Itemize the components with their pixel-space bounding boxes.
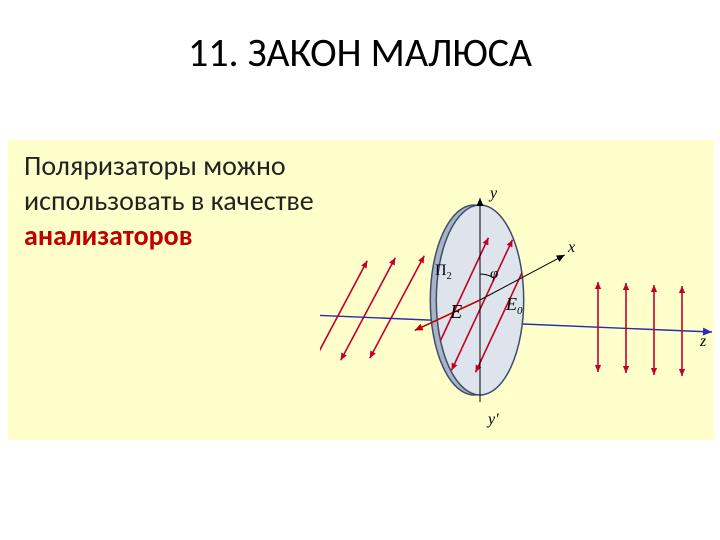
svg-text:E: E bbox=[449, 301, 462, 323]
body-line-3: анализаторов bbox=[24, 218, 314, 253]
svg-text:z: z bbox=[699, 333, 707, 350]
slide-title: 11. ЗАКОН МАЛЮСА bbox=[0, 28, 720, 77]
incoming-arrows bbox=[320, 256, 424, 363]
svg-text:φ: φ bbox=[490, 266, 498, 282]
slide: 11. ЗАКОН МАЛЮСА Поляризаторы можно испо… bbox=[0, 0, 720, 540]
svg-text:y': y' bbox=[486, 411, 499, 428]
svg-text:y: y bbox=[488, 185, 498, 202]
svg-text:x: x bbox=[567, 239, 575, 256]
body-text: Поляризаторы можно использовать в качест… bbox=[24, 148, 314, 253]
polarizer-figure: zyy'xφE0EΠ2 bbox=[320, 160, 712, 460]
body-line-1: Поляризаторы можно bbox=[24, 148, 314, 183]
figure-svg: zyy'xφE0EΠ2 bbox=[320, 160, 712, 460]
body-line-2: использовать в качестве bbox=[24, 183, 314, 218]
